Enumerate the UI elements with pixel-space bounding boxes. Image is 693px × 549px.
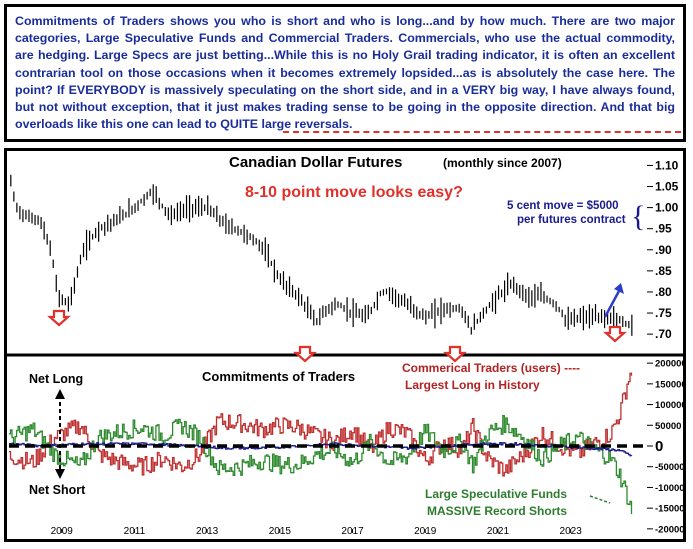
commercial-annotation-line1: Commerical Traders (users) ---- bbox=[402, 361, 580, 375]
x-tick-label: 2009 bbox=[51, 526, 74, 537]
x-tick-label: 2021 bbox=[487, 526, 510, 537]
cot-y-tick-label: 200000 bbox=[655, 359, 683, 370]
uptrend-arrowhead-icon bbox=[614, 283, 624, 294]
price-y-tick-label: 1.10 bbox=[655, 158, 679, 172]
cot-y-tick-label: -100000 bbox=[655, 483, 683, 494]
price-y-tick-label: .70 bbox=[655, 327, 672, 341]
price-y-tick-label: .90 bbox=[655, 243, 672, 257]
uptrend-arrow-icon bbox=[603, 290, 621, 318]
brace-icon: { bbox=[631, 200, 645, 233]
cot-y-tick-label: 0 bbox=[655, 438, 663, 455]
axis-ticks: 1.10 1.05 1.00 .95 .90 .85 .80 .75 .70 200000 1500… bbox=[9, 158, 683, 537]
low-arrow-2020-icon bbox=[443, 345, 467, 363]
x-tick-label: 2019 bbox=[414, 526, 437, 537]
cot-series-line-0 bbox=[9, 372, 633, 477]
specs-annotation-line1: Large Speculative Funds bbox=[425, 487, 567, 501]
net-direction-arrow-icon bbox=[55, 389, 65, 479]
chart-panel: 1.10 1.05 1.00 .95 .90 .85 .80 .75 .70 200000 1500… bbox=[4, 148, 686, 542]
low-arrow-2016-icon bbox=[293, 345, 317, 363]
price-y-tick-label: .95 bbox=[655, 222, 672, 236]
cot-series-line-1 bbox=[9, 414, 633, 515]
chart-svg: 1.10 1.05 1.00 .95 .90 .85 .80 .75 .70 200000 1500… bbox=[7, 154, 683, 537]
commentary-box: Commitments of Traders shows you who is … bbox=[4, 4, 686, 142]
specs-annotation-line2: MASSIVE Record Shorts bbox=[427, 504, 567, 518]
cot-y-tick-label: 100000 bbox=[655, 400, 683, 411]
price-y-tick-label: 1.05 bbox=[655, 180, 679, 194]
x-tick-label: 2017 bbox=[341, 526, 364, 537]
price-y-tick-label: .75 bbox=[655, 306, 672, 320]
cot-y-tick-label: -200000 bbox=[655, 524, 683, 535]
cot-y-tick-label: -50000 bbox=[655, 462, 683, 473]
price-y-tick-label: .85 bbox=[655, 264, 672, 278]
move-annotation-line2: per futures contract bbox=[517, 214, 626, 226]
cot-y-tick-label: 150000 bbox=[655, 379, 683, 390]
x-tick-label: 2013 bbox=[196, 526, 219, 537]
specs-pointer bbox=[589, 495, 611, 504]
commentary-text: Commitments of Traders shows you who is … bbox=[15, 14, 675, 132]
cot-chart-title: Commitments of Traders bbox=[202, 369, 355, 384]
net-long-label: Net Long bbox=[29, 372, 83, 386]
commentary-underline bbox=[283, 131, 681, 133]
low-arrow-2008-icon bbox=[47, 309, 71, 327]
price-chart-title: Canadian Dollar Futures bbox=[229, 154, 402, 171]
commercial-annotation-line2: Largest Long in History bbox=[405, 378, 540, 392]
price-y-tick-label: .80 bbox=[655, 285, 672, 299]
net-short-label: Net Short bbox=[29, 483, 86, 497]
x-tick-label: 2023 bbox=[560, 526, 583, 537]
price-chart-subtitle: (monthly since 2007) bbox=[443, 156, 562, 170]
headline-annotation: 8-10 point move looks easy? bbox=[245, 184, 463, 201]
low-arrow-2024-icon bbox=[603, 325, 627, 343]
move-annotation-line1: 5 cent move = $5000 bbox=[507, 200, 619, 212]
price-y-tick-label: 1.00 bbox=[655, 201, 679, 215]
price-bars bbox=[10, 174, 633, 336]
x-tick-label: 2015 bbox=[269, 526, 292, 537]
cot-y-tick-label: 50000 bbox=[655, 421, 681, 432]
x-tick-label: 2011 bbox=[124, 526, 146, 537]
cot-y-tick-label: -150000 bbox=[655, 504, 683, 515]
